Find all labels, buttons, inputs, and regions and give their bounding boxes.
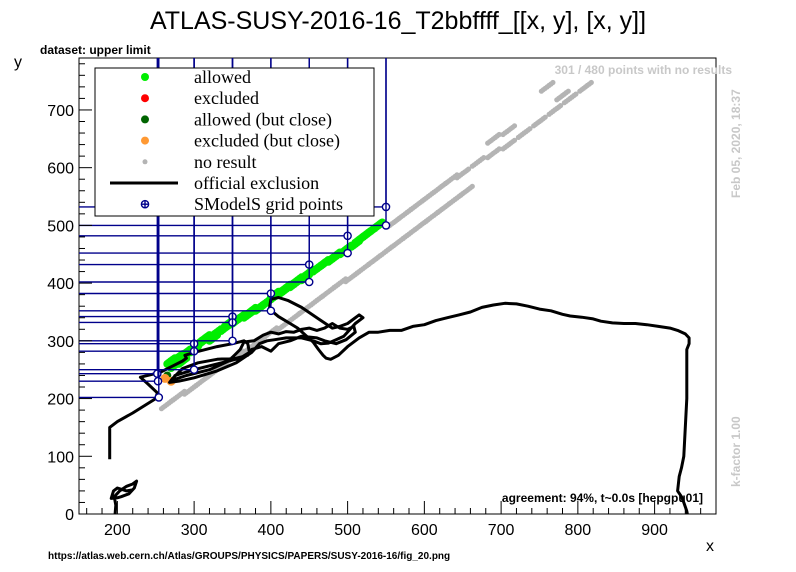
legend-label: excluded — [194, 88, 259, 108]
x-tick-label: 700 — [488, 522, 515, 539]
no-result-point — [558, 103, 564, 109]
grid-marker-ring — [228, 336, 237, 346]
legend-label: excluded (but close) — [194, 131, 340, 152]
no-result-point — [481, 155, 487, 161]
x-tick-label: 800 — [565, 522, 592, 539]
legend-marker — [140, 199, 150, 209]
y-tick-label: 700 — [47, 103, 74, 120]
source-url: https://atlas.web.cern.ch/Atlas/GROUPS/P… — [48, 551, 450, 562]
y-tick-label: 600 — [47, 161, 74, 178]
grid-marker-ring — [154, 393, 164, 402]
no-result-point — [511, 137, 518, 143]
no-result-point — [542, 114, 548, 120]
official-exclusion-line-low — [109, 479, 139, 514]
no-result-point — [527, 126, 533, 132]
x-tick-label: 300 — [181, 522, 208, 539]
no-result-point — [588, 79, 594, 86]
x-tick-label: 400 — [258, 522, 285, 539]
y-tick-label: 300 — [47, 334, 74, 351]
y-tick-label: 500 — [47, 218, 74, 235]
legend-marker — [141, 136, 149, 145]
no-result-point — [511, 123, 518, 129]
grid-marker-ring — [343, 248, 352, 258]
y-tick-label: 200 — [47, 392, 74, 409]
no-result-point — [573, 91, 579, 97]
legend-label: no result — [194, 152, 257, 172]
grid-marker-ring — [266, 306, 276, 316]
no-result-point — [469, 183, 475, 189]
y-tick-label: 400 — [47, 276, 74, 293]
legend-marker — [141, 115, 149, 124]
chart-subtitle: dataset: upper limit — [40, 43, 151, 57]
legend-label: SModelS grid points — [194, 194, 343, 214]
grid-marker-ring — [153, 376, 163, 386]
x-tick-label: 500 — [334, 522, 361, 539]
points-no-result-note: 301 / 480 points with no results — [555, 63, 733, 77]
grid-marker-ring — [152, 369, 162, 379]
no-result-point — [496, 131, 502, 138]
y-axis-label: y — [14, 54, 22, 71]
legend-marker — [142, 159, 148, 165]
no-result-point — [465, 166, 472, 172]
legend-label: allowed (but close) — [194, 109, 332, 130]
x-tick-label: 900 — [641, 522, 668, 539]
axes: 200 300 400 500 600 700 800 900 0 100 200 300 400 500… — [47, 63, 702, 539]
legend-marker — [141, 73, 149, 81]
timestamp: Feb 05, 2020, 18:37 — [729, 89, 743, 198]
no-result-point — [496, 146, 502, 152]
x-axis-label: x — [706, 538, 714, 555]
k-factor-note: k-factor 1.00 — [729, 416, 743, 487]
no-result-point — [565, 88, 571, 94]
chart-title: ATLAS-SUSY-2016-16_T2bbffff_[[x, y], [x,… — [150, 7, 646, 35]
legend-label: official exclusion — [194, 173, 319, 193]
x-tick-label: 600 — [411, 522, 438, 539]
grid-marker-ring — [304, 277, 314, 287]
smodels-grid-point — [79, 58, 391, 230]
y-tick-label: 0 — [65, 507, 74, 524]
allowed-point — [370, 224, 379, 233]
agreement-note: agreement: 94%, t~0.0s [hepgpu01] — [502, 491, 703, 505]
official-exclusion-line — [108, 296, 691, 514]
grid-marker-ring — [381, 221, 391, 230]
y-tick-label: 100 — [47, 449, 74, 466]
legend-label: allowed — [194, 67, 251, 87]
x-tick-label: 200 — [104, 522, 131, 539]
legend-marker — [141, 94, 149, 103]
no-result-point — [550, 79, 556, 86]
grid-marker-ring — [189, 365, 199, 375]
